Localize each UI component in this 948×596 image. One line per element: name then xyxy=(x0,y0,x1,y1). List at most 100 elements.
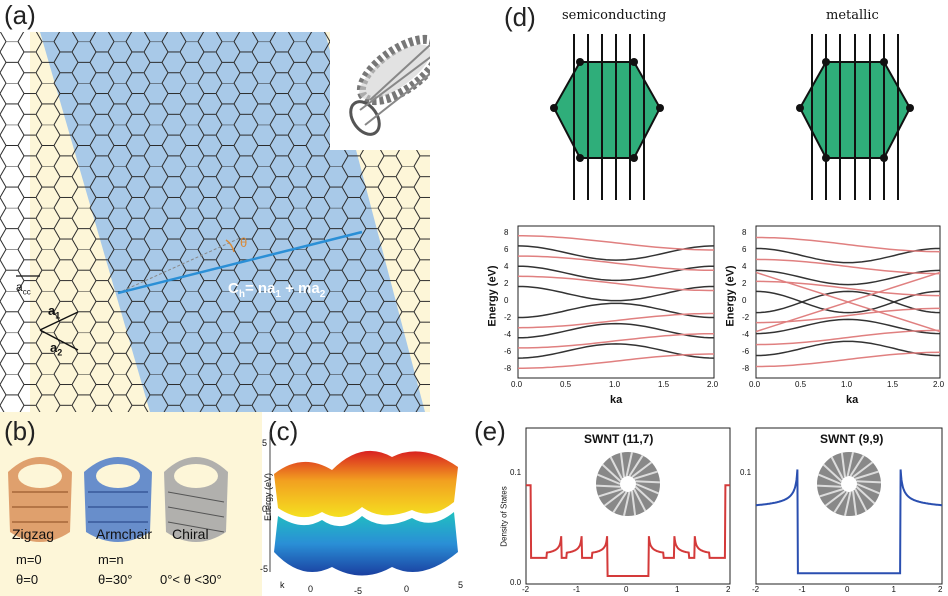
dos-xtick: -2 xyxy=(522,585,530,594)
semiconducting-bz xyxy=(550,34,664,200)
tube-end-view-line xyxy=(619,452,625,478)
dos-curve xyxy=(756,469,942,575)
tube-end-view-line xyxy=(633,488,647,512)
band-curve xyxy=(518,255,714,271)
dos-xtick: 2 xyxy=(726,585,731,594)
tube-end-view-line xyxy=(597,473,621,485)
tube-end-view-line xyxy=(818,473,842,485)
band-plot-frame xyxy=(517,225,715,379)
dos-xtick: 1 xyxy=(675,585,680,594)
tube-end-view-line xyxy=(819,488,844,498)
armchair-tube-icon xyxy=(84,457,152,542)
crossing-band xyxy=(755,271,941,303)
tube-end-view-line xyxy=(856,480,882,484)
tube-end-view-line xyxy=(840,452,846,478)
band-surface-3d xyxy=(269,432,458,576)
dos-xtick: 0 xyxy=(624,585,629,594)
band-curve xyxy=(756,247,940,264)
nanotube-3d-icon xyxy=(349,34,430,136)
band-ytick: 4 xyxy=(504,262,509,272)
tube-end-view-line xyxy=(612,491,628,514)
band-ytick: -4 xyxy=(742,329,750,339)
chiral-vector-arrow xyxy=(117,230,363,295)
band-ytick: -8 xyxy=(742,363,750,373)
band-xtick: 1.5 xyxy=(658,380,670,389)
a2-symbol: a xyxy=(50,340,58,355)
acc-label: acc xyxy=(16,280,31,296)
band-ytick: -6 xyxy=(504,346,512,356)
band-curve xyxy=(755,329,940,346)
band-curve xyxy=(756,340,940,357)
band-ytick: -2 xyxy=(742,312,750,322)
dos-xtick: -2 xyxy=(752,585,760,594)
tube-end-view-line xyxy=(822,463,843,482)
metallic-title: metallic xyxy=(826,8,879,23)
band-curve xyxy=(518,333,714,349)
band-ytick: -2 xyxy=(504,312,512,322)
band-curve xyxy=(756,351,941,368)
tube-end-view-hole xyxy=(620,476,636,492)
tube-end-view-line xyxy=(628,454,644,477)
panel-a: (a) Ch= na1 + ma2 θ acc a1 a2 xyxy=(0,0,430,412)
zigzag-tube-icon xyxy=(8,457,72,542)
a2-label: a2 xyxy=(50,340,62,358)
panel-d: (d) semiconducting metallic xyxy=(474,0,948,412)
graphene-lattice xyxy=(0,32,430,412)
chiral-name: Chiral xyxy=(172,526,209,542)
dos-xtick: 1 xyxy=(891,585,896,594)
tube-end-view-line xyxy=(846,452,854,477)
band-right-ylabel: Energy (eV) xyxy=(724,265,737,327)
dos-left-title: SWNT (11,7) xyxy=(584,432,654,446)
panel-e-label: (e) xyxy=(474,416,506,446)
a2-sub: 2 xyxy=(57,347,63,358)
theta-arc xyxy=(225,239,235,253)
zigzag-name: Zigzag xyxy=(12,526,55,542)
tube-end-view-line xyxy=(635,480,661,484)
band-ytick: 8 xyxy=(504,228,509,238)
band-xtick: 2.0 xyxy=(707,380,719,389)
panel-d-label: (d) xyxy=(504,2,536,32)
tube-end-view-line xyxy=(625,452,633,477)
tube-end-view-line xyxy=(833,491,849,514)
dos-xtick: 2 xyxy=(938,585,943,594)
band-xtick: 1.0 xyxy=(841,380,853,389)
tube-end-view-line xyxy=(631,490,637,516)
dos-xtick: -1 xyxy=(798,585,806,594)
band-ytick: -8 xyxy=(504,363,512,373)
dos-right-ytick-1: 0.1 xyxy=(740,468,752,477)
armchair-angle: θ=30° xyxy=(98,572,133,587)
band-curve xyxy=(755,290,941,314)
band-xtick: 1.5 xyxy=(887,380,899,389)
band-xtick: 2.0 xyxy=(933,380,945,389)
band-xtick: 0.0 xyxy=(511,380,523,389)
tube-end-view-line xyxy=(816,484,842,488)
panel-c-xtick-4: 0 xyxy=(404,584,410,594)
band-curve xyxy=(517,312,714,329)
tube-end-view-line xyxy=(603,490,625,507)
tube-end-view-line xyxy=(633,470,658,480)
band-curve xyxy=(517,275,714,292)
panel-c-xtick-3: -5 xyxy=(354,586,363,596)
tube-end-view-line xyxy=(623,491,631,516)
ch-sub: h xyxy=(238,289,245,300)
band-ytick: 8 xyxy=(742,228,747,238)
conduction-band-surface xyxy=(274,450,458,518)
band-xtick: 0.5 xyxy=(560,380,572,389)
band-curve xyxy=(755,318,941,335)
band-curve xyxy=(755,290,941,314)
tube-end-view-line xyxy=(855,486,876,505)
armchair-cond: m=n xyxy=(98,552,124,567)
tube-end-view-line xyxy=(609,456,623,480)
panel-c-label: (c) xyxy=(268,416,299,446)
band-ytick: 4 xyxy=(742,262,747,272)
tube-end-view-line xyxy=(854,470,879,480)
tube-end-view-line xyxy=(852,461,874,478)
band-ytick: 6 xyxy=(742,245,747,255)
panel-b-label: (b) xyxy=(4,416,36,446)
tube-end-view-line xyxy=(595,484,621,488)
dos-xtick: -1 xyxy=(573,585,581,594)
tube-end-view-line xyxy=(635,483,659,495)
tube-end-view-line xyxy=(854,488,868,512)
tube-end-view-line xyxy=(634,486,655,505)
reference-zigzag-line xyxy=(117,237,241,294)
